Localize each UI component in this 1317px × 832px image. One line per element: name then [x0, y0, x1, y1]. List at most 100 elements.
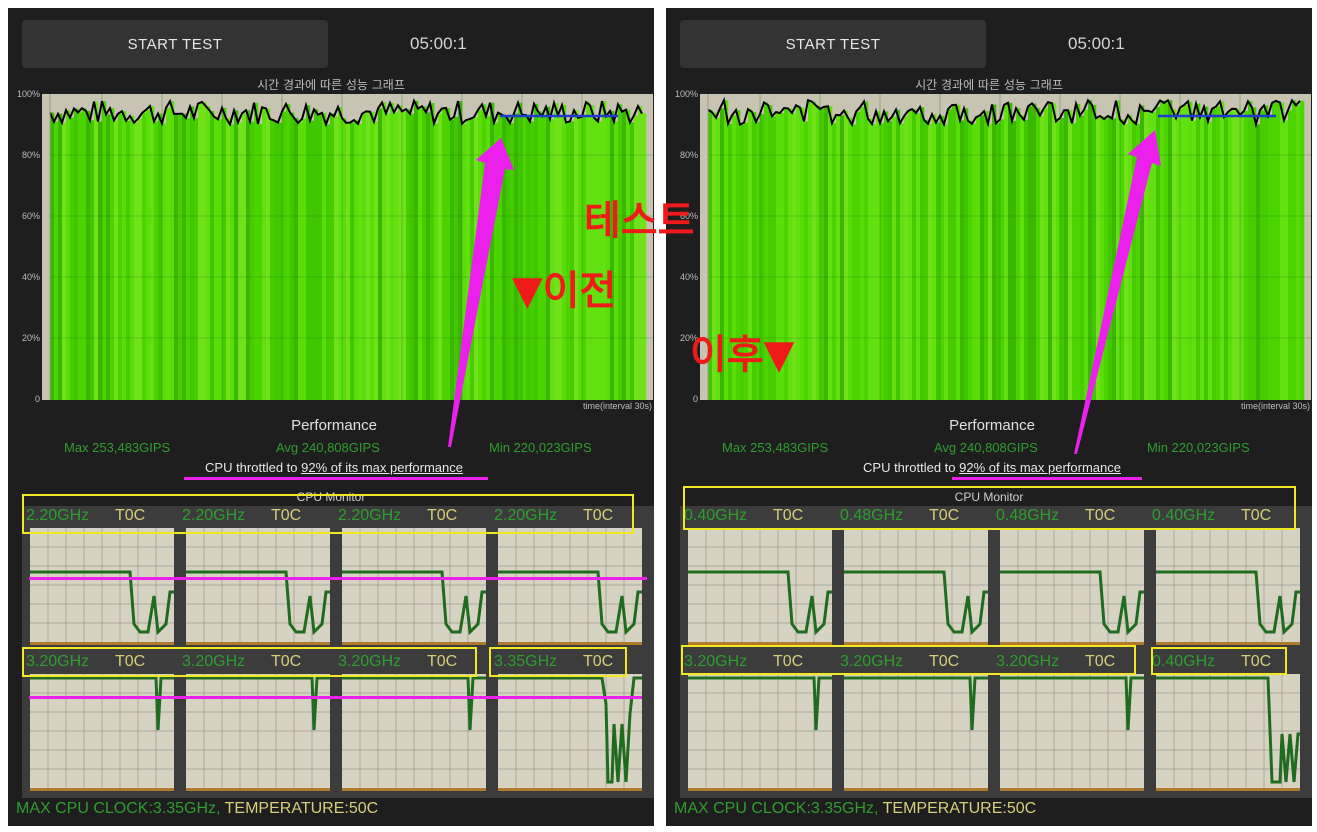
- graph-fill-column: [880, 123, 885, 400]
- graph-fill-column: [1064, 110, 1069, 400]
- label-test: 테스트: [584, 198, 695, 244]
- start-test-button[interactable]: START TEST: [680, 20, 986, 68]
- graph-fill-column: [1248, 101, 1253, 400]
- graph-fill-column: [1264, 105, 1269, 400]
- graph-fill-column: [398, 105, 403, 400]
- graph-fill-column: [1116, 100, 1121, 400]
- graph-fill-column: [606, 116, 611, 400]
- graph-fill-column: [354, 120, 359, 400]
- graph-fill-column: [832, 123, 837, 400]
- graph-fill-column: [1192, 120, 1197, 400]
- graph-fill-column: [1188, 101, 1193, 400]
- graph-fill-column: [122, 111, 127, 400]
- graph-fill-column: [760, 113, 765, 400]
- graph-fill-column: [716, 117, 721, 400]
- core-chart: [342, 528, 486, 645]
- core-frequency-line: [342, 570, 486, 636]
- graph-fill-column: [868, 118, 873, 400]
- core-chart-svg: [1156, 528, 1300, 642]
- highlight-box-row1-after: [683, 486, 1296, 530]
- core-frequency: 3.20GHz: [26, 653, 90, 670]
- graph-fill-column: [808, 100, 813, 400]
- graph-fill-column: [924, 119, 929, 400]
- graph-fill-column: [550, 118, 555, 400]
- graph-fill-column: [936, 122, 941, 400]
- graph-fill-column: [94, 101, 99, 400]
- graph-fill-column: [864, 101, 869, 400]
- graph-fill-column: [1088, 100, 1093, 400]
- graph-fill-column: [736, 109, 741, 400]
- graph-fill-column: [920, 107, 925, 400]
- graph-fill-column: [590, 105, 595, 400]
- core-header: 3.20GHz T0C: [336, 652, 492, 674]
- graph-fill-column: [266, 108, 271, 400]
- graph-fill-column: [118, 113, 123, 400]
- panel-after: START TEST 05:00:1 시간 경과에 따른 성능 그래프 100%…: [666, 8, 1312, 826]
- graph-fill-column: [816, 105, 821, 400]
- graph-fill-column: [558, 115, 563, 400]
- graph-fill-column: [720, 108, 725, 400]
- graph-fill-column: [1252, 107, 1257, 400]
- time-axis-label: time(interval 30s): [1240, 401, 1310, 411]
- core-temperature: T0C: [1085, 507, 1116, 524]
- graph-fill-column: [1000, 119, 1005, 400]
- core-temperature: T0C: [773, 653, 804, 670]
- graph-fill-column: [1016, 108, 1021, 400]
- graph-fill-column: [1220, 101, 1225, 400]
- graph-fill-column: [1012, 120, 1017, 400]
- core-temperature: T0C: [115, 507, 146, 524]
- graph-fill-column: [1092, 104, 1097, 400]
- graph-fill-column: [594, 117, 599, 400]
- core-frequency: 0.48GHz: [996, 507, 1060, 524]
- graph-fill-column: [582, 116, 587, 400]
- performance-title: Performance: [949, 417, 1035, 434]
- graph-fill-column: [614, 121, 619, 400]
- graph-fill-column: [904, 116, 909, 400]
- graph-fill-column: [1156, 106, 1161, 400]
- core-chart-svg: [498, 674, 642, 788]
- graph-fill-column: [378, 108, 383, 400]
- graph-fill-column: [434, 123, 439, 400]
- core-frequency-line: [186, 570, 330, 636]
- footer-status: MAX CPU CLOCK:3.35GHz, TEMPERATURE:50C: [16, 800, 378, 818]
- core-frequency-line: [1156, 570, 1300, 636]
- underline-throttle-before: [184, 477, 488, 480]
- graph-fill-column: [182, 113, 187, 400]
- graph-fill-column: [1184, 105, 1189, 400]
- core-chart-svg: [342, 674, 486, 788]
- graph-fill-column: [474, 117, 479, 400]
- graph-fill-column: [222, 107, 227, 400]
- graph-fill-column: [928, 123, 933, 400]
- graph-fill-column: [418, 108, 423, 400]
- y-tick-100: 100%: [16, 89, 40, 99]
- graph-fill-column: [134, 122, 139, 400]
- graph-fill-column: [210, 111, 215, 400]
- core-temperature: T0C: [583, 653, 614, 670]
- performance-graph: [42, 94, 653, 400]
- graph-fill-column: [1216, 106, 1221, 400]
- graph-fill-column: [1004, 104, 1009, 400]
- graph-fill-column: [1176, 118, 1181, 400]
- core-chart-svg: [844, 674, 988, 788]
- marker-line-row1: [29, 577, 647, 580]
- graph-fill-column: [630, 122, 635, 400]
- core-chart-svg: [186, 528, 330, 642]
- graph-fill-column: [856, 111, 861, 400]
- graph-fill-column: [490, 102, 495, 400]
- highlight-box-row2-after: [681, 645, 1136, 675]
- start-test-button[interactable]: START TEST: [22, 20, 328, 68]
- highlight-box-core8-after: [1151, 647, 1287, 675]
- graph-fill-column: [66, 110, 71, 400]
- graph-fill-column: [218, 119, 223, 400]
- core-chart: [1000, 674, 1144, 791]
- graph-fill-column: [876, 111, 881, 400]
- graph-fill-column: [1132, 120, 1137, 400]
- stat-min: Min 220,023GIPS: [1147, 440, 1250, 455]
- core-header: 3.20GHz T0C: [682, 652, 838, 674]
- graph-fill-column: [350, 122, 355, 400]
- graph-fill-column: [330, 113, 335, 400]
- graph-fill-column: [968, 120, 973, 400]
- temperature: TEMPERATURE:50C: [220, 800, 379, 817]
- y-tick-100: 100%: [674, 89, 698, 99]
- core-temperature: T0C: [773, 507, 804, 524]
